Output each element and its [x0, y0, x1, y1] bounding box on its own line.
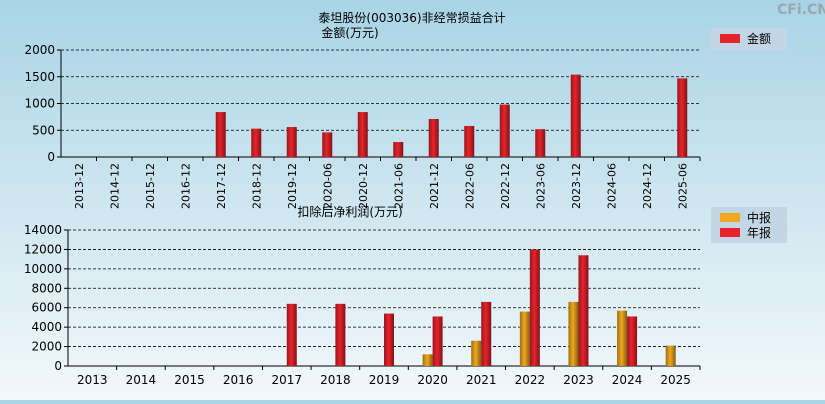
- y-tick-label: 1500: [24, 70, 55, 84]
- legend-label: 金额: [747, 31, 771, 46]
- bar: [535, 129, 546, 157]
- bar: [357, 112, 368, 157]
- y-tick-label: 0: [47, 150, 55, 164]
- bar: [322, 132, 333, 157]
- x-tick-label: 2015: [174, 373, 205, 387]
- x-tick-label: 2023-06: [534, 163, 547, 209]
- x-tick-label: 2016-12: [179, 163, 192, 209]
- x-tick-label: 2015-12: [144, 163, 157, 209]
- y-tick-label: 1000: [24, 97, 55, 111]
- x-tick-label: 2024: [612, 373, 643, 387]
- x-tick-label: 2019-12: [286, 163, 299, 209]
- y-tick-label: 4000: [31, 320, 62, 334]
- x-tick-label: 2020-12: [357, 163, 370, 209]
- y-tick-label: 14000: [24, 223, 62, 237]
- x-tick-label: 2022-12: [499, 163, 512, 209]
- y-tick-label: 2000: [31, 340, 62, 354]
- x-tick-label: 2025-06: [676, 163, 689, 209]
- bar: [529, 249, 540, 366]
- x-tick-label: 2013: [77, 373, 108, 387]
- legend-swatch: [720, 213, 740, 222]
- x-tick-label: 2022: [515, 373, 546, 387]
- bar: [570, 74, 581, 157]
- bar: [665, 345, 676, 366]
- chart2-title: 扣除后净利润(万元): [297, 204, 402, 219]
- y-tick-label: 2000: [24, 43, 55, 57]
- y-tick-label: 10000: [24, 262, 62, 276]
- legend-box: [711, 28, 787, 50]
- bar: [627, 316, 638, 366]
- legend-label: 年报: [747, 225, 771, 240]
- x-tick-label: 2013-12: [73, 163, 86, 209]
- x-tick-label: 2017: [271, 373, 302, 387]
- bar: [519, 311, 530, 366]
- bar: [384, 313, 394, 366]
- bar: [568, 301, 579, 366]
- x-tick-label: 2023-12: [570, 163, 583, 209]
- bar: [286, 303, 297, 366]
- x-tick-label: 2024-06: [605, 163, 618, 209]
- bar: [286, 127, 297, 157]
- x-tick-label: 2022-06: [463, 163, 476, 209]
- y-tick-label: 500: [32, 123, 55, 137]
- x-tick-label: 2016: [223, 373, 254, 387]
- y-tick-label: 12000: [24, 242, 62, 256]
- x-tick-label: 2014: [126, 373, 157, 387]
- chart1-title: 泰坦股份(003036)非经常损益合计: [318, 10, 505, 25]
- bar: [617, 310, 628, 366]
- x-tick-label: 2019: [369, 373, 400, 387]
- x-tick-label: 2025: [660, 373, 691, 387]
- x-tick-label: 2023: [563, 373, 594, 387]
- x-tick-label: 2018: [320, 373, 351, 387]
- bar: [422, 354, 433, 366]
- watermark: CFi.CN: [777, 2, 825, 18]
- bar: [432, 316, 443, 366]
- chart1-ylabel: 金额(万元): [321, 25, 378, 40]
- x-tick-label: 2020-06: [321, 163, 334, 209]
- bar: [578, 255, 589, 366]
- x-tick-label: 2021-12: [428, 163, 441, 209]
- chart2-plot: 0 2000 4000 6000 8000 10000 12000 14000 2013 2014…: [24, 207, 787, 387]
- y-tick-label: 0: [54, 359, 62, 373]
- x-tick-label: 2017-12: [215, 163, 228, 209]
- legend-swatch: [720, 34, 740, 43]
- bar: [464, 125, 475, 157]
- bar: [215, 112, 226, 157]
- bar: [251, 128, 262, 157]
- bar: [471, 340, 482, 366]
- x-tick-label: 2020: [417, 373, 448, 387]
- x-tick-label: 2014-12: [108, 163, 121, 209]
- x-tick-label: 2021: [466, 373, 497, 387]
- y-tick-label: 8000: [31, 281, 62, 295]
- y-tick-label: 6000: [31, 301, 62, 315]
- x-tick-label: 2024-12: [641, 163, 654, 209]
- bar: [393, 142, 404, 157]
- legend-label: 中报: [747, 210, 771, 225]
- bar: [428, 119, 439, 157]
- bar: [499, 104, 510, 157]
- x-tick-label: 2021-06: [392, 163, 405, 209]
- bar: [335, 303, 346, 366]
- x-tick-label: 2018-12: [250, 163, 263, 209]
- bar: [481, 301, 492, 366]
- chart1-plot: 0 500 1000 1500 2000 2013-12 2014-12 2015-12 201…: [24, 28, 787, 209]
- bar: [677, 78, 688, 157]
- legend-swatch: [720, 228, 740, 237]
